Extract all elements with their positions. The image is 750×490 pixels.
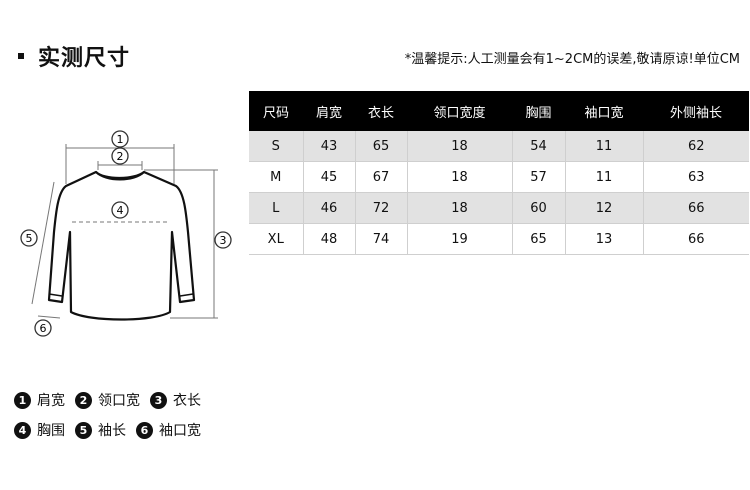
shirt-diagram: 1 2 4 3 5 6 xyxy=(20,130,232,337)
size-table: 尺码 肩宽 衣长 领口宽度 胸围 袖口宽 外侧袖长 S 43 65 18 54 … xyxy=(249,91,749,255)
legend-label: 衣长 xyxy=(173,393,201,409)
cell-collar: 19 xyxy=(407,223,513,255)
size-table-header: 尺码 肩宽 衣长 领口宽度 胸围 袖口宽 外侧袖长 xyxy=(249,91,749,131)
marker-1: 1 xyxy=(117,133,124,146)
cell-sleeve: 66 xyxy=(643,223,749,255)
legend-row: 1 肩宽 2 领口宽 3 衣长 xyxy=(14,385,211,415)
cell-collar: 18 xyxy=(407,131,513,162)
legend-number: 2 xyxy=(75,391,92,409)
cell-length: 67 xyxy=(355,161,408,193)
cell-cuff: 12 xyxy=(565,192,644,224)
cell-length: 74 xyxy=(355,223,408,255)
cell-chest: 60 xyxy=(512,192,566,224)
marker-5: 5 xyxy=(26,232,33,245)
legend: 1 肩宽 2 领口宽 3 衣长 4 胸围 5 袖长 6 袖口宽 xyxy=(14,385,211,445)
cuff-line xyxy=(37,315,61,319)
legend-number: 3 xyxy=(150,391,167,409)
page-title: 实测尺寸 xyxy=(38,46,131,71)
cell-size: S xyxy=(249,131,304,162)
marker-2: 2 xyxy=(117,150,124,163)
measurement-note: *温馨提示:人工测量会有1~2CM的误差,敬请原谅!单位CM xyxy=(404,52,740,67)
legend-label: 胸围 xyxy=(37,423,65,439)
cell-cuff: 13 xyxy=(565,223,644,255)
cell-chest: 57 xyxy=(512,161,566,193)
cell-size: L xyxy=(249,192,304,224)
table-row: L 46 72 18 60 12 66 xyxy=(249,192,749,224)
cell-size: M xyxy=(249,161,304,193)
table-row: S 43 65 18 54 11 62 xyxy=(249,131,749,162)
col-length: 衣长 xyxy=(355,91,407,131)
left-cuff-line xyxy=(48,293,63,297)
neckline xyxy=(95,171,145,181)
marker-3: 3 xyxy=(220,234,227,247)
cell-shoulder: 46 xyxy=(303,192,356,224)
legend-item: 2 领口宽 xyxy=(75,390,140,410)
right-cuff-line xyxy=(179,293,194,297)
legend-number: 5 xyxy=(75,421,92,439)
table-row: XL 48 74 19 65 13 66 xyxy=(249,223,749,255)
legend-item: 5 袖长 xyxy=(75,420,126,440)
table-row: M 45 67 18 57 11 63 xyxy=(249,161,749,193)
marker-4: 4 xyxy=(117,204,124,217)
legend-number: 4 xyxy=(14,421,31,439)
cell-chest: 54 xyxy=(512,131,566,162)
cell-chest: 65 xyxy=(512,223,566,255)
shirt-outline xyxy=(47,170,196,321)
cell-shoulder: 45 xyxy=(303,161,356,193)
col-cuff: 袖口宽 xyxy=(565,91,643,131)
cell-cuff: 11 xyxy=(565,161,644,193)
legend-number: 6 xyxy=(136,421,153,439)
cell-cuff: 11 xyxy=(565,131,644,162)
col-sleeve: 外侧袖长 xyxy=(643,91,749,131)
cell-collar: 18 xyxy=(407,161,513,193)
legend-item: 6 袖口宽 xyxy=(136,420,201,440)
legend-label: 肩宽 xyxy=(37,393,65,409)
legend-item: 3 衣长 xyxy=(150,390,201,410)
title-block: 实测尺寸 xyxy=(18,40,130,72)
cell-sleeve: 63 xyxy=(643,161,749,193)
legend-label: 袖口宽 xyxy=(159,423,201,439)
legend-number: 1 xyxy=(14,391,31,409)
marker-6: 6 xyxy=(40,322,47,335)
sleeve-line xyxy=(31,181,55,305)
cell-shoulder: 48 xyxy=(303,223,356,255)
legend-row: 4 胸围 5 袖长 6 袖口宽 xyxy=(14,415,211,445)
cell-collar: 18 xyxy=(407,192,513,224)
legend-label: 袖长 xyxy=(98,423,126,439)
legend-label: 领口宽 xyxy=(98,393,140,409)
cell-sleeve: 62 xyxy=(643,131,749,162)
col-chest: 胸围 xyxy=(512,91,565,131)
col-size: 尺码 xyxy=(249,91,303,131)
legend-item: 1 肩宽 xyxy=(14,390,65,410)
cell-length: 65 xyxy=(355,131,408,162)
cell-size: XL xyxy=(249,223,304,255)
title-bullet xyxy=(18,53,24,59)
cell-shoulder: 43 xyxy=(303,131,356,162)
cell-sleeve: 66 xyxy=(643,192,749,224)
legend-item: 4 胸围 xyxy=(14,420,65,440)
col-collar: 领口宽度 xyxy=(407,91,512,131)
col-shoulder: 肩宽 xyxy=(303,91,355,131)
cell-length: 72 xyxy=(355,192,408,224)
